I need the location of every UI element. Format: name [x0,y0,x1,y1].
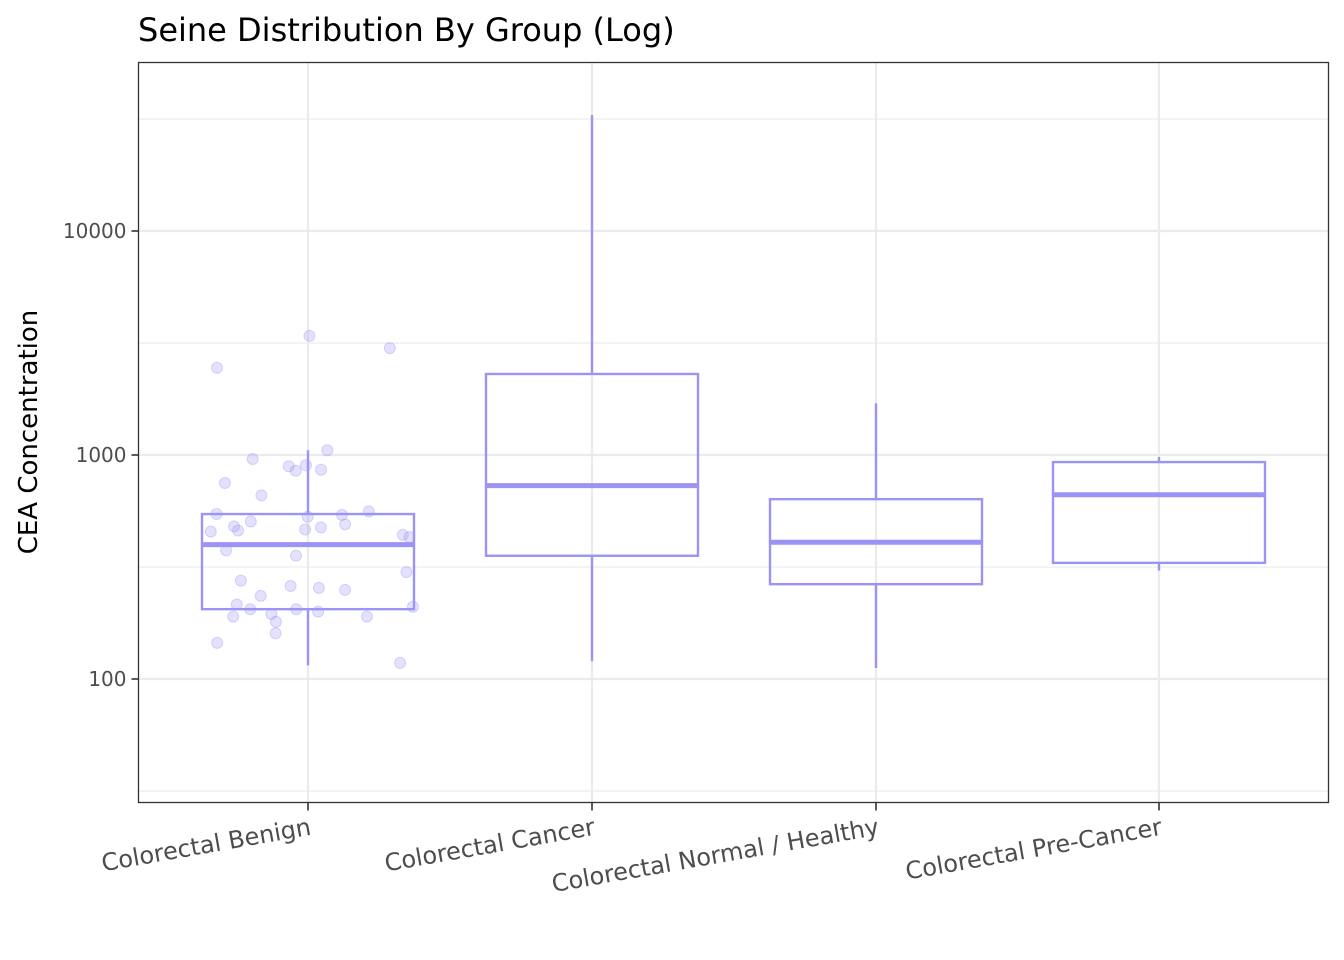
x-tick-label: Colorectal Normal / Healthy [550,813,882,898]
data-point [246,453,259,465]
data-point [321,444,334,457]
data-point [315,521,327,534]
data-point [299,459,312,472]
data-point [244,515,257,528]
data-point [289,464,302,477]
data-point [255,489,268,502]
plot-border [137,61,1330,804]
plot-panel [138,62,1329,803]
data-point [299,523,312,536]
data-point [362,505,375,518]
y-tick-label: 100 [88,667,126,691]
data-point [282,460,295,473]
data-point [218,477,231,489]
y-axis-label: CEA Concentration [14,310,44,555]
y-tick-label: 1000 [76,443,127,467]
data-point [211,361,223,374]
data-point [339,583,352,596]
box-layer [200,114,1267,668]
data-point [312,605,325,618]
data-point [204,525,217,538]
data-point [227,610,240,623]
data-point [383,342,396,355]
box-body [484,372,700,557]
data-point [394,656,407,669]
data-point [339,518,352,531]
x-tick-label: Colorectal Benign [99,813,313,877]
data-point [284,580,297,592]
data-point [312,581,325,594]
data-point [232,524,245,537]
data-point [396,528,409,541]
data-point [400,566,413,579]
data-point [270,615,282,628]
data-point [269,627,282,640]
x-tick-label: Colorectal Pre-Cancer [903,813,1164,886]
data-point [315,463,328,476]
data-point [360,610,373,623]
box-body [200,512,416,611]
grid-layer [138,62,1329,803]
chart-title: Seine Distribution By Group (Log) [138,11,675,49]
data-point [303,329,316,342]
data-point [290,549,302,562]
y-tick-label: 10000 [63,219,127,243]
data-point [228,520,241,533]
box-body [1051,460,1267,565]
data-point [234,574,247,587]
data-point [254,589,267,602]
data-point [211,636,224,649]
